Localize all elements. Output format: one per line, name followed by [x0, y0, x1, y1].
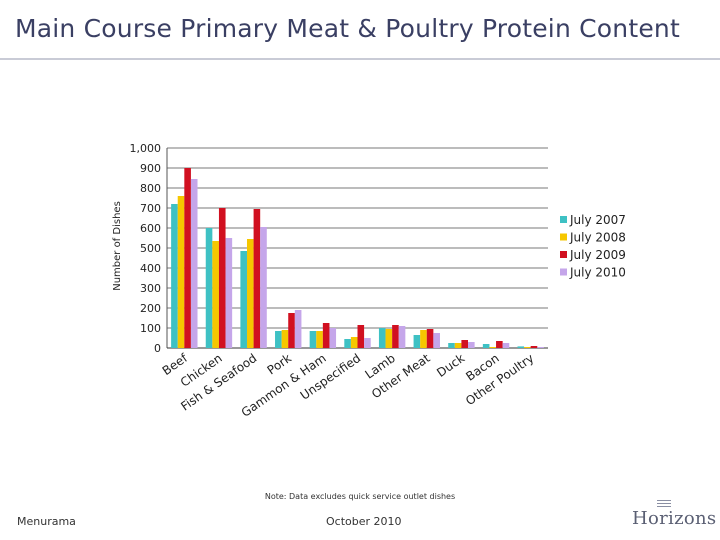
- bar: [329, 328, 337, 348]
- bar: [275, 331, 282, 348]
- bar: [184, 168, 191, 348]
- y-tick-label: 1,000: [130, 142, 162, 155]
- bar: [190, 179, 198, 348]
- bar: [385, 329, 393, 348]
- bar: [177, 196, 185, 348]
- bar: [205, 228, 213, 348]
- y-tick-label: 600: [140, 222, 161, 235]
- bar: [392, 325, 399, 348]
- legend-label: July 2008: [569, 231, 626, 245]
- y-tick-label: 800: [140, 182, 161, 195]
- footer-date: October 2010: [326, 515, 402, 528]
- page-title: Main Course Primary Meat & Poultry Prote…: [15, 14, 680, 43]
- bar: [530, 346, 538, 348]
- bar: [517, 346, 525, 348]
- horizons-logo: Horizons: [632, 500, 716, 530]
- bar: [496, 341, 503, 348]
- bar: [240, 251, 247, 348]
- bar: [502, 343, 510, 348]
- bar: [378, 328, 386, 348]
- bar: [426, 329, 434, 348]
- x-tick-label: Duck: [434, 351, 467, 380]
- bar: [260, 227, 267, 348]
- bar: [288, 313, 295, 348]
- bar: [489, 347, 497, 348]
- bar: [218, 208, 226, 348]
- bar: [524, 347, 531, 348]
- y-tick-label: 700: [140, 202, 161, 215]
- legend-swatch: [560, 251, 567, 258]
- title-divider: [0, 58, 720, 60]
- bar: [398, 326, 406, 348]
- bar: [537, 347, 544, 348]
- logo-lines-icon: [657, 500, 671, 509]
- legend-label: July 2007: [569, 213, 626, 227]
- bar: [253, 209, 261, 348]
- bar: [322, 323, 330, 348]
- legend-label: July 2009: [569, 248, 626, 262]
- bar: [281, 330, 289, 348]
- bar: [171, 204, 178, 348]
- bar: [364, 338, 371, 348]
- bar: [357, 325, 365, 348]
- bar: [461, 340, 469, 348]
- bar: [420, 330, 427, 348]
- chart-note: Note: Data excludes quick service outlet…: [264, 492, 456, 501]
- bar: [433, 333, 440, 348]
- y-tick-label: 200: [140, 302, 161, 315]
- y-tick-label: 400: [140, 262, 161, 275]
- legend-swatch: [560, 216, 567, 223]
- legend-label: July 2010: [569, 266, 626, 280]
- y-tick-label: 100: [140, 322, 161, 335]
- bar: [448, 343, 455, 348]
- bar-chart: 0 100 200 300 400 500 600 700 800 900 1,000 Number …: [112, 142, 626, 420]
- y-tick-label: 0: [154, 342, 161, 355]
- bar: [246, 239, 254, 348]
- bar: [212, 241, 219, 348]
- y-tick-label: 500: [140, 242, 161, 255]
- legend-swatch: [560, 233, 567, 241]
- bar: [294, 310, 302, 348]
- bar: [413, 335, 421, 348]
- bar: [225, 238, 233, 348]
- bar: [344, 339, 351, 348]
- bar: [316, 331, 323, 348]
- y-tick-label: 900: [140, 162, 161, 175]
- bar: [482, 344, 490, 348]
- bar: [350, 337, 358, 348]
- bar: [454, 343, 462, 348]
- bar: [309, 331, 317, 348]
- bar: [468, 342, 475, 348]
- logo-text: Horizons: [632, 508, 717, 529]
- y-axis-label: Number of Dishes: [112, 201, 123, 291]
- footer-source: Menurama: [17, 515, 76, 528]
- y-tick-label: 300: [140, 282, 161, 295]
- legend-swatch: [560, 268, 567, 276]
